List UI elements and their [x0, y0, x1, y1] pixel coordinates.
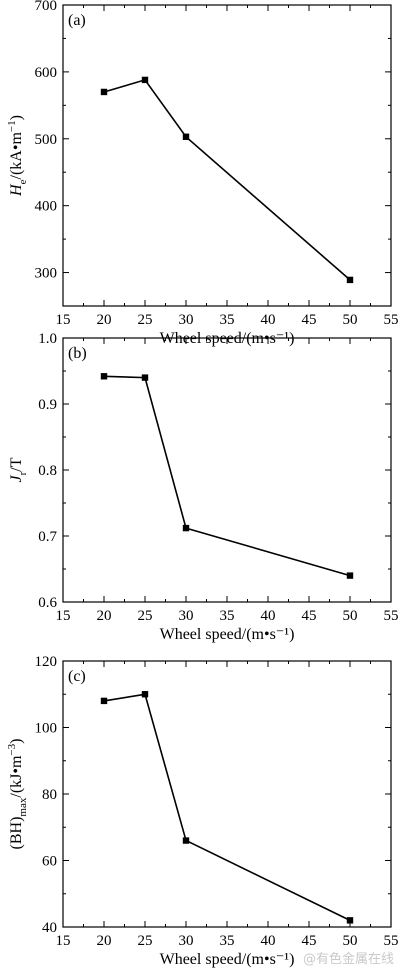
data-point [182, 837, 190, 844]
x-tick-label: 30 [179, 608, 194, 624]
watermark-text: @有色金属在线 [302, 952, 394, 967]
y-tick-label: 300 [35, 266, 58, 282]
x-tick-label: 20 [97, 608, 112, 624]
y-axis-title: (BH)max/(kJ•m−3) [6, 739, 29, 850]
y-tick-label: 400 [35, 199, 58, 215]
y-tick-label: 100 [35, 721, 58, 737]
y-tick-label: 40 [42, 920, 57, 936]
x-tick-label: 25 [138, 312, 153, 328]
x-tick-label: 35 [220, 933, 235, 949]
y-tick-label: 600 [35, 65, 58, 81]
plot-frame [62, 660, 392, 928]
x-tick-label: 15 [56, 608, 71, 624]
x-tick-label: 20 [97, 312, 112, 328]
x-tick-label: 45 [302, 312, 317, 328]
x-tick-label: 45 [302, 933, 317, 949]
y-tick-label: 60 [42, 854, 57, 870]
series-line [103, 375, 351, 577]
x-tick-label: 15 [56, 933, 71, 949]
series-line [103, 693, 351, 922]
data-point [141, 691, 149, 698]
x-axis-title: Wheel speed/(m•s⁻¹) [160, 951, 295, 968]
y-tick-label: 500 [35, 132, 58, 148]
y-tick-label: 0.8 [38, 463, 57, 479]
y-tick-label: 0.7 [38, 529, 57, 545]
data-point [100, 373, 108, 380]
panel-label: (c) [68, 668, 86, 685]
plot-frame [62, 4, 392, 307]
panel-label: (a) [68, 12, 86, 29]
x-tick-label: 35 [220, 312, 235, 328]
y-tick-label: 120 [35, 654, 58, 670]
data-point [100, 697, 108, 705]
x-tick-label: 15 [56, 312, 71, 328]
x-tick-label: 40 [261, 933, 276, 949]
x-tick-label: 45 [302, 608, 317, 624]
x-tick-label: 50 [343, 933, 358, 949]
data-point [141, 76, 149, 84]
y-tick-label: 700 [35, 0, 58, 14]
x-tick-label: 55 [384, 608, 399, 624]
x-tick-label: 25 [138, 933, 153, 949]
x-tick-label: 30 [179, 312, 194, 328]
x-tick-label: 30 [179, 933, 194, 949]
chart-panel-3: 15 20 25 30 35 40 45 50 55 40 60 80 100 120 (c) Wheel s… [6, 654, 399, 968]
chart-panel-2: 15 20 25 30 35 40 45 50 55 0.6 0.7 0.8 0.9 1.0 (b) Whee… [8, 331, 399, 643]
x-tick-label: 20 [97, 933, 112, 949]
data-point [100, 88, 108, 96]
y-axis-title: He/(kA•m−1) [6, 115, 29, 197]
series-line [103, 78, 351, 281]
data-point [346, 917, 354, 924]
y-tick-label: 0.6 [38, 595, 57, 611]
x-tick-label: 25 [138, 608, 153, 624]
x-tick-label: 50 [343, 312, 358, 328]
x-tick-label: 55 [384, 933, 399, 949]
x-tick-label: 55 [384, 312, 399, 328]
y-tick-label: 80 [42, 787, 57, 803]
data-point [346, 276, 354, 284]
x-tick-label: 40 [261, 608, 276, 624]
data-point [182, 524, 190, 532]
x-tick-label: 35 [220, 608, 235, 624]
plot-frame [62, 337, 392, 603]
y-tick-label: 1.0 [38, 331, 57, 347]
data-point [182, 133, 190, 140]
panel-label: (b) [68, 345, 87, 362]
chart-panel-1: 15 20 25 30 35 40 45 50 55300400500600700(a)Whee… [6, 0, 399, 347]
x-axis-title: Wheel speed/(m•s⁻¹) [160, 626, 295, 643]
y-axis-title: Jr/T [8, 457, 29, 482]
data-point [346, 572, 354, 579]
x-tick-label: 50 [343, 608, 358, 624]
x-tick-label: 40 [261, 312, 276, 328]
data-point [141, 374, 149, 381]
y-tick-label: 0.9 [38, 397, 57, 413]
